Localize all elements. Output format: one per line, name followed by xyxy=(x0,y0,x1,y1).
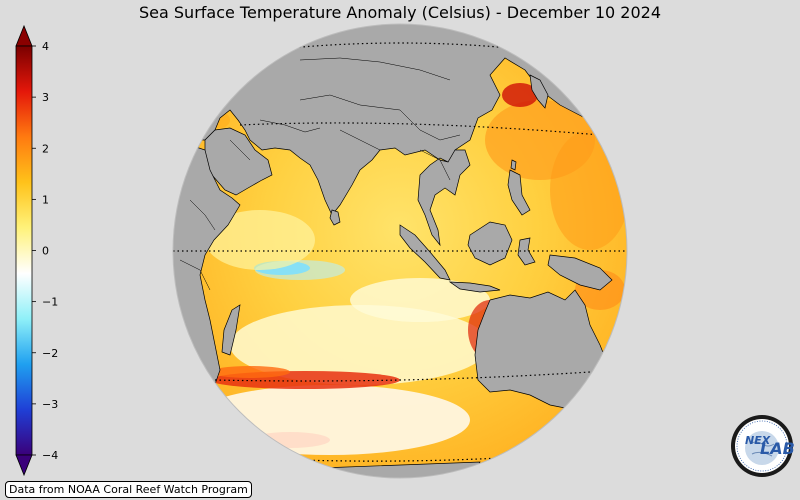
graticule xyxy=(173,42,627,462)
land-taiwan xyxy=(510,159,517,171)
map-title: Sea Surface Temperature Anomaly (Celsius… xyxy=(139,3,661,22)
land-africa xyxy=(173,144,241,391)
colorbar-tick-label: 1 xyxy=(42,193,49,206)
logo-text-nex: NEX xyxy=(745,434,771,447)
colorbar-tick-label: 3 xyxy=(42,91,49,104)
land-madagascar xyxy=(221,304,241,356)
logo-text-lab: LAB xyxy=(760,439,794,458)
colorbar-tick-label: −2 xyxy=(42,347,58,360)
colorbar-tick-label: −3 xyxy=(42,398,58,411)
land-borneo xyxy=(467,221,513,266)
globe-outline xyxy=(172,23,628,479)
colorbar-tick-label: 0 xyxy=(42,245,49,258)
land-masses xyxy=(173,24,621,478)
land-asia xyxy=(173,24,621,247)
colorbar-tick-label: 2 xyxy=(42,142,49,155)
colorbar-extend-min xyxy=(15,454,33,477)
colorbar-tick-label: −1 xyxy=(42,296,58,309)
country-borders xyxy=(179,57,461,291)
land-sri-lanka xyxy=(329,209,341,226)
data-credit: Data from NOAA Coral Reef Watch Program xyxy=(5,481,252,498)
land-japan xyxy=(529,74,549,109)
colorbar-tick-label: 4 xyxy=(42,40,49,53)
land-philippines xyxy=(507,169,531,216)
colorbar-tick-label: −4 xyxy=(42,449,58,462)
land-sumatra xyxy=(399,224,451,281)
land-java xyxy=(448,281,501,293)
land-new-guinea xyxy=(547,254,613,291)
land-arabia xyxy=(204,127,273,196)
nexlab-globe-logo-icon: NEX LAB xyxy=(731,415,794,477)
land-sulawesi xyxy=(517,237,536,266)
